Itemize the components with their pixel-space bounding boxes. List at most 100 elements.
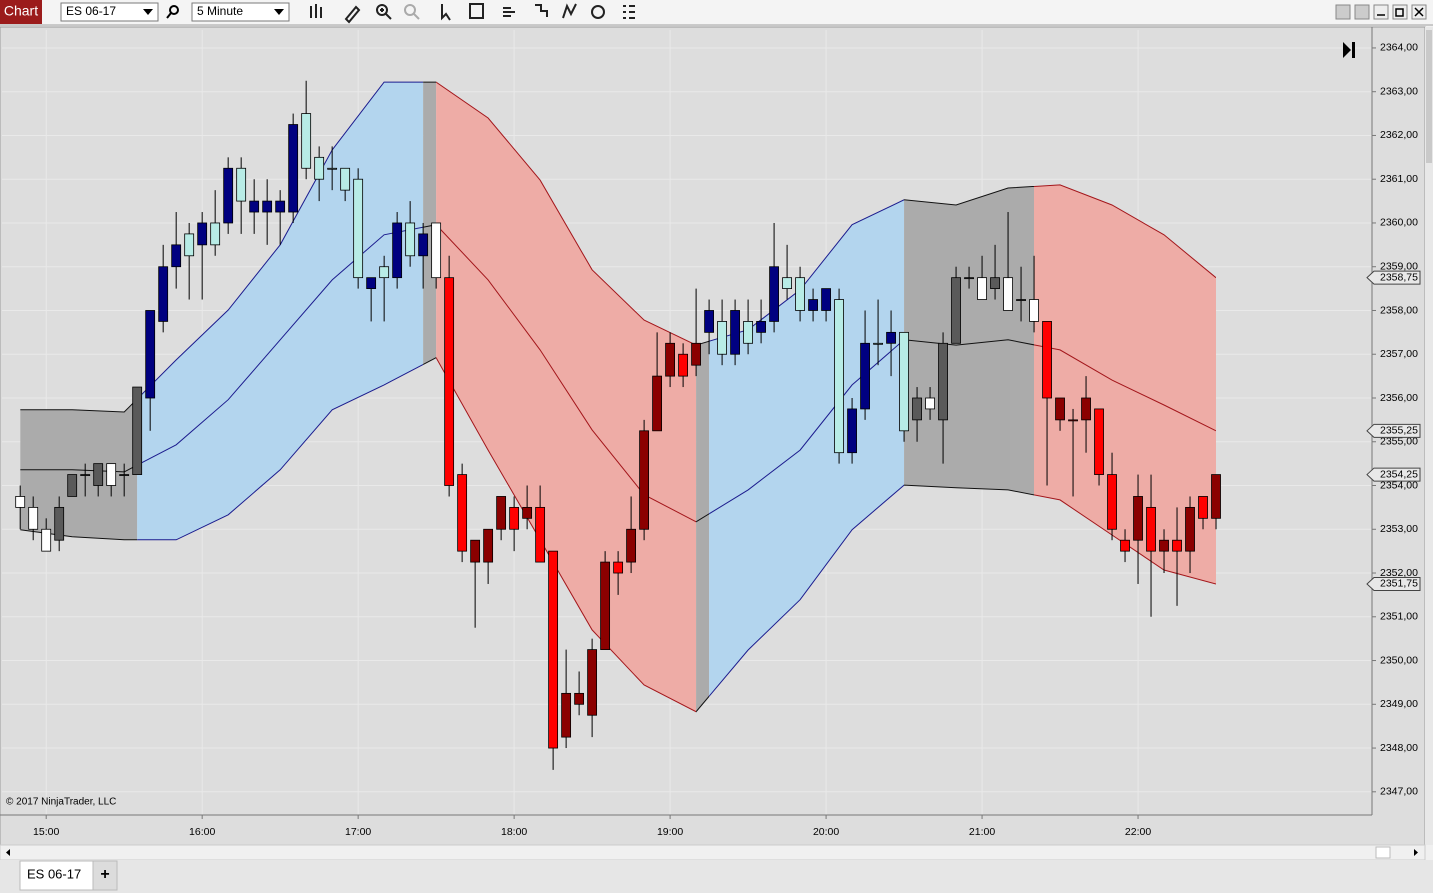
chart-button[interactable] <box>0 0 42 24</box>
candle-body <box>964 277 974 280</box>
y-tick-label: 2355,00 <box>1380 436 1418 448</box>
add-tab-button[interactable] <box>92 860 118 891</box>
interval-select-label[interactable]: 5 Minute <box>197 4 243 18</box>
candle-body <box>1146 506 1156 552</box>
side-scroll-thumb[interactable] <box>1426 30 1432 163</box>
x-tick-label: 21:00 <box>969 826 995 838</box>
search-icon[interactable] <box>166 5 179 19</box>
y-tick-label: 2356,00 <box>1380 392 1418 404</box>
candle-body <box>1211 474 1221 519</box>
y-tick-label: 2348,00 <box>1380 742 1418 754</box>
side-strip <box>1425 27 1433 845</box>
candle-body <box>834 299 844 454</box>
candle-body <box>1081 397 1091 421</box>
candle-body <box>886 331 896 344</box>
candle-body <box>418 233 429 257</box>
properties-icon[interactable] <box>623 5 635 19</box>
y-tick-label: 2351,00 <box>1380 611 1418 623</box>
pointer-icon[interactable] <box>441 4 451 21</box>
candle-body <box>1107 474 1117 530</box>
x-tick-label: 18:00 <box>501 826 527 838</box>
candle-body <box>938 342 948 421</box>
minimize-button[interactable] <box>1373 4 1389 20</box>
candle-body <box>899 331 909 432</box>
dropdown-arrow <box>143 9 153 15</box>
candle-body <box>691 342 701 366</box>
y-tick-label: 2359,00 <box>1380 261 1418 273</box>
data-box-icon[interactable] <box>469 3 484 19</box>
window-button[interactable] <box>1335 4 1351 20</box>
window-buttons[interactable] <box>1335 4 1427 20</box>
regime <box>20 398 138 541</box>
bars-icon[interactable] <box>310 4 322 18</box>
scroll-to-end-button[interactable] <box>1343 42 1355 58</box>
window-button-glyphs <box>1377 7 1424 17</box>
interval-select[interactable] <box>191 2 290 22</box>
y-tick-label: 2361,00 <box>1380 173 1418 185</box>
regime <box>423 81 437 366</box>
y-tick-label: 2354,00 <box>1380 479 1418 491</box>
pencil-icon[interactable] <box>344 5 361 24</box>
chart-button-label[interactable]: Chart <box>4 3 38 19</box>
candle-body <box>678 353 689 377</box>
restore-button[interactable] <box>1392 4 1408 20</box>
candle-body <box>522 506 533 519</box>
band-fill <box>904 186 1035 495</box>
candle-body <box>262 200 273 213</box>
candle-body <box>132 386 143 475</box>
x-tick-label: 15:00 <box>33 826 59 838</box>
candle-body <box>470 539 481 563</box>
reload-icon[interactable] <box>591 5 605 19</box>
candle-body <box>41 528 52 552</box>
toolbar-icons[interactable] <box>310 3 635 24</box>
candle-body <box>366 277 377 290</box>
tab-label[interactable]: ES 06-17 <box>27 866 81 881</box>
candle-body <box>67 474 78 497</box>
instrument-select-label[interactable]: ES 06-17 <box>66 4 116 18</box>
x-tick-label: 17:00 <box>345 826 371 838</box>
candle-body <box>1172 539 1182 552</box>
x-tick-label: 19:00 <box>657 826 683 838</box>
steps-icon[interactable] <box>535 4 548 17</box>
h-scroll-thumb[interactable] <box>1375 846 1391 859</box>
plot <box>2 30 1372 815</box>
band-upper <box>137 81 424 400</box>
band-middle <box>137 226 424 466</box>
candle-body <box>743 321 753 344</box>
candle-body <box>15 496 26 508</box>
candle-body <box>314 156 325 180</box>
candle-body <box>808 299 818 311</box>
list-icon[interactable] <box>503 7 515 17</box>
band-lower <box>436 357 697 713</box>
x-tick-label: 22:00 <box>1125 826 1151 838</box>
instrument-select[interactable] <box>60 2 159 22</box>
candle-body <box>392 222 403 279</box>
candle-body <box>951 277 961 344</box>
add-tab-label[interactable]: + <box>100 866 109 883</box>
zoom-in-icon[interactable] <box>376 4 388 16</box>
y-tick-label: 2352,00 <box>1380 567 1418 579</box>
h-scrollbar[interactable] <box>0 844 1426 861</box>
y-tick-label: 2360,00 <box>1380 217 1418 229</box>
candle-body <box>249 200 260 213</box>
band-fill <box>137 82 424 540</box>
candle-body <box>93 463 104 486</box>
window-button[interactable] <box>1354 4 1370 20</box>
y-tick-label: 2358,00 <box>1380 304 1418 316</box>
candle-body <box>730 310 740 355</box>
band-fill <box>696 341 710 712</box>
candle-body <box>158 266 169 322</box>
price-marker-label: 2351,75 <box>1380 578 1418 590</box>
zoom-out-icon[interactable] <box>404 4 416 16</box>
y-tick-label: 2364,00 <box>1380 42 1418 54</box>
candle-body <box>626 528 637 563</box>
band-lower <box>137 363 424 541</box>
candle-body <box>171 244 182 268</box>
candle-body <box>795 277 805 311</box>
band-middle <box>904 339 1035 346</box>
price-marker-label: 2355,25 <box>1380 425 1418 437</box>
candle-body <box>197 222 208 246</box>
drawing-icon[interactable] <box>562 3 577 19</box>
candle-body <box>990 277 1000 290</box>
